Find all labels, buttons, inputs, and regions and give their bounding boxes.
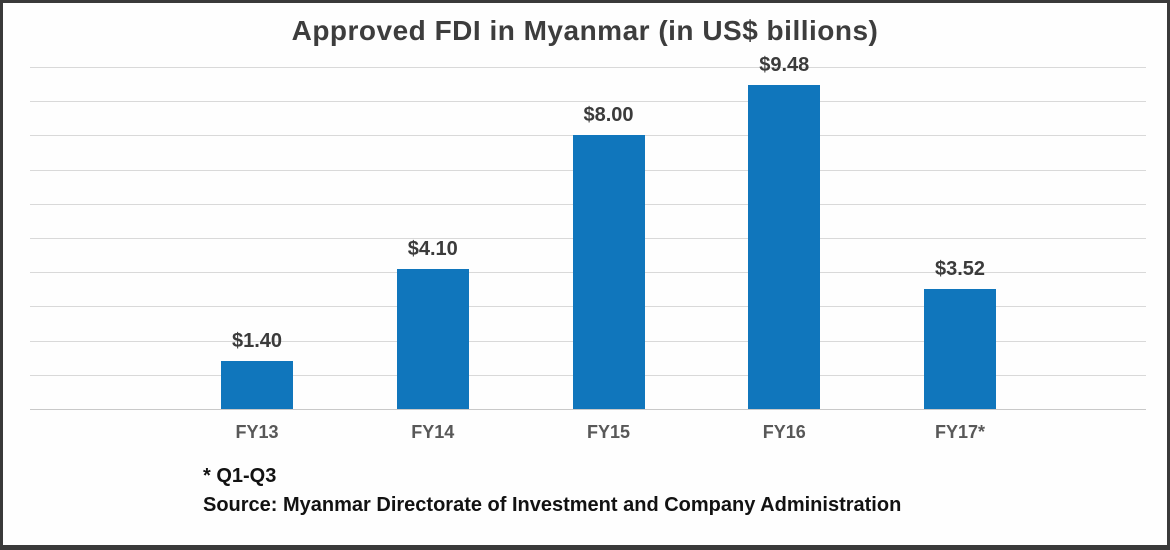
bar-FY17 [924,288,996,409]
bar-FY13 [221,361,293,409]
x-axis-label: FY13 [235,422,279,442]
footnote-source: Source: Myanmar Directorate of Investmen… [203,494,902,516]
chart-title: Approved FDI in Myanmar (in US$ billions… [291,15,879,46]
bar-value-label: $4.10 [407,237,458,260]
x-axis-label: FY17* [934,422,986,442]
x-axis-label: FY15 [586,422,631,442]
bar-value-label: $8.00 [583,104,634,127]
x-axis-label: FY16 [762,422,806,442]
bar-value-label: $1.40 [231,330,283,353]
gridline [30,67,1146,68]
bar-value-label: $9.48 [759,53,810,76]
bar-FY15 [572,135,645,409]
gridline [30,101,1146,103]
x-axis-label: FY14 [411,422,455,442]
bar-value-label: $3.52 [934,257,986,280]
plot-area: $1.40 FY13 $4.10 FY14 $8.00 FY15 $9.48 FY16 $3.5… [30,54,1146,442]
footnotes: * Q1-Q3 Source: Myanmar Directorate of I… [203,466,901,515]
bar-FY16 [748,84,821,409]
x-axis-line [30,409,1146,410]
footnote-asterisk: * Q1-Q3 [203,465,277,487]
bar-FY14 [396,268,469,409]
